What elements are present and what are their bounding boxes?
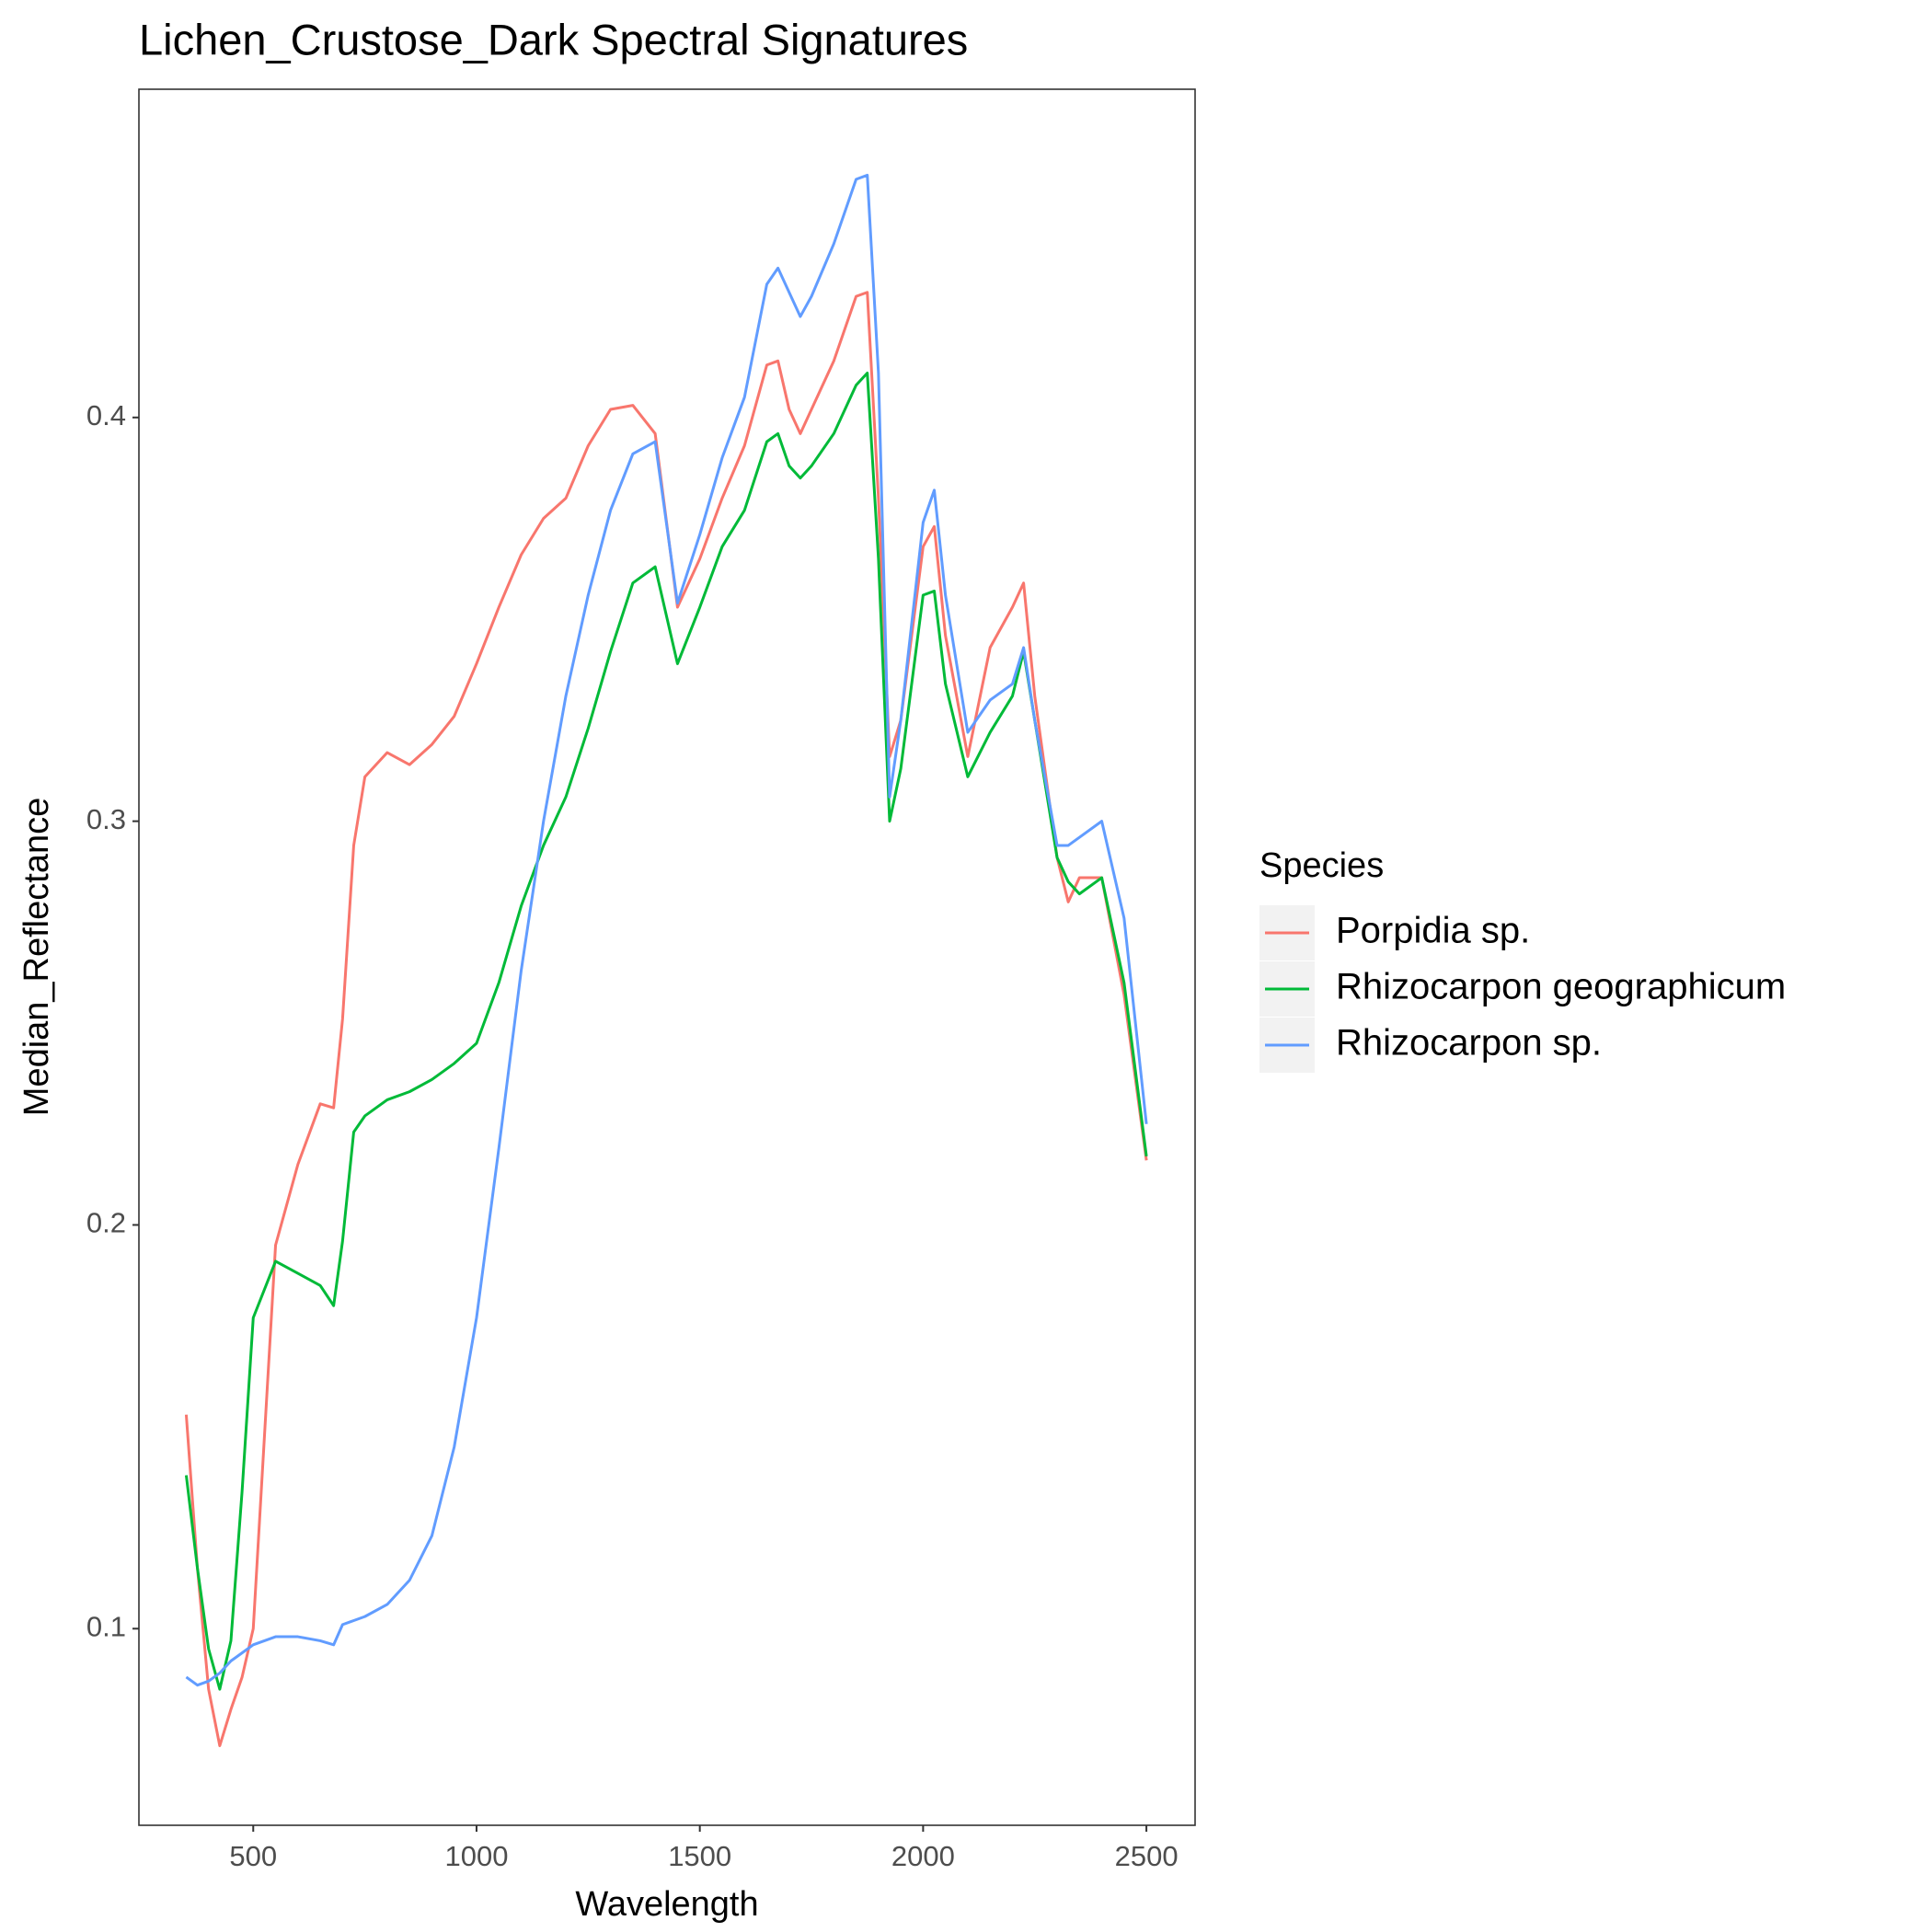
x-tick-label: 500 [229, 1840, 277, 1872]
x-tick-label: 1500 [668, 1840, 731, 1872]
y-tick-label: 0.1 [86, 1610, 126, 1642]
chart-title: Lichen_Crustose_Dark Spectral Signatures [139, 15, 968, 63]
y-tick-label: 0.2 [86, 1207, 126, 1239]
plot-border [138, 88, 1196, 1826]
legend-label: Porpidia sp. [1336, 911, 1530, 951]
x-tick-label: 1000 [444, 1840, 508, 1872]
y-axis-title: Median_Reflectance [17, 798, 56, 1116]
legend-title: Species [1259, 846, 1384, 885]
legend-label: Rhizocarpon geographicum [1336, 967, 1786, 1007]
series-line [184, 291, 1148, 1748]
legend-label: Rhizocarpon sp. [1336, 1023, 1602, 1064]
x-tick-label: 2500 [1115, 1840, 1179, 1872]
series-line [185, 173, 1148, 1687]
y-tick-label: 0.3 [86, 803, 126, 835]
x-tick-label: 2000 [891, 1840, 955, 1872]
series-line [184, 372, 1148, 1691]
x-axis-title: Wavelength [575, 1885, 758, 1924]
y-tick-label: 0.4 [86, 399, 126, 431]
